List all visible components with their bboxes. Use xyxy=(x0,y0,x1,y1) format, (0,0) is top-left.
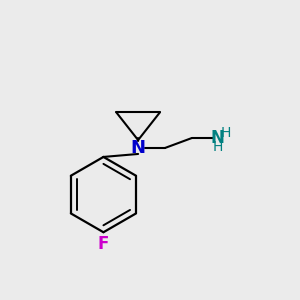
Text: N: N xyxy=(130,139,146,157)
Text: N: N xyxy=(210,129,224,147)
Text: F: F xyxy=(98,235,109,253)
Text: H: H xyxy=(221,126,232,140)
Text: H: H xyxy=(212,140,223,154)
